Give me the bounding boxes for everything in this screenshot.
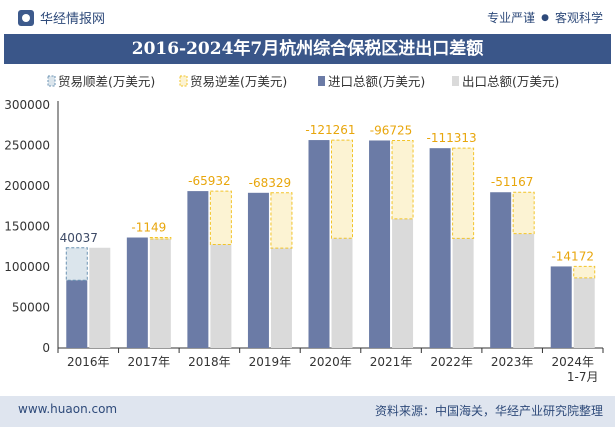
y-tick-label: 300000 <box>4 98 50 112</box>
legend-swatch-export <box>452 76 459 86</box>
x-tick-label: 2020年 <box>309 355 352 369</box>
y-tick-label: 50000 <box>12 301 50 315</box>
deficit-data-label: -1149 <box>131 221 166 235</box>
export-bar <box>573 277 595 348</box>
deficit-data-label: -65932 <box>188 174 231 188</box>
legend-swatch-deficit <box>179 75 188 87</box>
legend-label-deficit: 贸易逆差(万美元) <box>190 74 287 89</box>
import-bar <box>66 280 88 348</box>
export-bar <box>210 244 232 348</box>
x-tick-label: 2021年 <box>370 355 413 369</box>
deficit-data-label: -51167 <box>491 175 534 189</box>
export-bar <box>513 233 535 348</box>
legend-label-surplus: 贸易顺差(万美元) <box>58 74 155 89</box>
axes: 0 50000 100000 150000 200000 250000 300000 2016… <box>4 98 604 384</box>
export-bar <box>270 248 292 348</box>
x-tick-label: 2024年 1-7月 <box>551 355 598 384</box>
deficit-bar <box>452 147 475 239</box>
import-bar <box>490 192 512 348</box>
export-bar <box>392 218 414 348</box>
legend-swatch-surplus <box>47 75 56 87</box>
deficit-data-label: -68329 <box>249 176 292 190</box>
chart-title: 2016-2024年7月杭州综合保税区进出口差额 <box>4 34 611 64</box>
x-tick-label: 2019年 <box>249 355 292 369</box>
deficit-data-label: -96725 <box>370 123 413 137</box>
x-tick-label: 2017年 <box>128 355 171 369</box>
tagline-2: 客观科学 <box>554 11 603 25</box>
y-tick-label: 0 <box>42 341 50 355</box>
export-bar <box>452 238 474 348</box>
legend-label-import: 进口总额(万美元) <box>328 74 425 89</box>
x-tick-label: 2016年 <box>67 355 110 369</box>
export-bar <box>149 238 171 348</box>
deficit-data-label: -121261 <box>305 123 355 137</box>
export-bar <box>89 247 111 348</box>
surplus-bar <box>65 247 88 281</box>
deficit-bar <box>391 139 414 220</box>
y-tick-label: 200000 <box>4 179 50 193</box>
import-bar <box>550 266 572 348</box>
x-tick-label: 2022年 <box>430 355 473 369</box>
brand-logo-icon <box>18 9 34 26</box>
import-bar <box>369 140 391 348</box>
deficit-bar <box>149 237 172 240</box>
x-tick-label: 2023年 <box>491 355 534 369</box>
brand[interactable]: 华经情报网 <box>18 8 105 27</box>
tagline: 专业严谨 ● 客观科学 <box>487 9 603 26</box>
data-labels: 40037 -1149 -65932 -68329 -121261 -96725 -1113… <box>60 123 594 263</box>
import-bar <box>247 192 269 348</box>
deficit-bar <box>512 191 535 235</box>
bars <box>65 139 596 348</box>
surplus-data-label: 40037 <box>60 231 98 245</box>
deficit-bar <box>573 265 596 279</box>
deficit-data-label: -111313 <box>427 131 477 145</box>
import-bar <box>429 148 451 348</box>
y-tick-label: 100000 <box>4 260 50 274</box>
x-tick-label: 2018年 <box>188 355 231 369</box>
deficit-data-label: -14172 <box>551 249 594 263</box>
legend-swatch-import <box>318 76 325 86</box>
website-link[interactable]: www.huaon.com <box>18 402 118 416</box>
bullet-icon: ● <box>541 12 549 23</box>
legend-label-export: 出口总额(万美元) <box>462 74 559 89</box>
export-bar <box>331 238 353 348</box>
tagline-1: 专业严谨 <box>487 11 536 25</box>
chart: 贸易顺差(万美元) 贸易逆差(万美元) 进口总额(万美元) 出口总额(万美元) 0 50… <box>4 74 604 384</box>
source-note: 资料来源：中国海关，华经产业研究院整理 <box>374 404 603 418</box>
brand-name: 华经情报网 <box>40 12 106 27</box>
deficit-bar <box>331 139 353 239</box>
y-tick-label: 150000 <box>4 220 50 234</box>
import-bar <box>308 140 330 348</box>
legend: 贸易顺差(万美元) 贸易逆差(万美元) 进口总额(万美元) 出口总额(万美元) <box>47 74 559 89</box>
y-tick-label: 250000 <box>4 139 50 153</box>
footer: www.huaon.com 资料来源：中国海关，华经产业研究院整理 <box>0 396 615 427</box>
import-bar <box>126 237 148 348</box>
import-bar <box>187 191 209 348</box>
deficit-bar <box>270 192 293 249</box>
top-bar: 华经情报网 专业严谨 ● 客观科学 <box>0 0 615 34</box>
deficit-bar <box>209 190 232 246</box>
